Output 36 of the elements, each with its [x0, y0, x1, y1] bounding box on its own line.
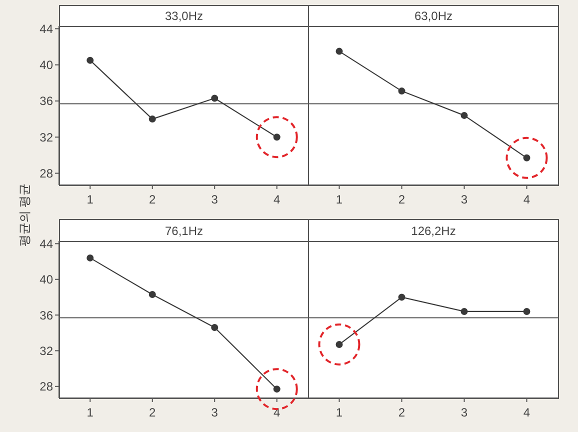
- point: [148, 291, 156, 298]
- x-tick-label: 4: [274, 192, 281, 207]
- x-tick-label: 1: [86, 192, 94, 207]
- point: [86, 56, 94, 64]
- y-tick-label: 44: [40, 22, 54, 36]
- y-tick-label: 32: [40, 344, 54, 358]
- point: [86, 254, 94, 262]
- x-tick-label: 3: [460, 406, 468, 420]
- x-tick-label: 1: [86, 406, 94, 420]
- x-tick-label: 2: [398, 192, 406, 207]
- x-tick-label: 1: [336, 192, 343, 207]
- chart-title: 33,0Hz: [164, 9, 204, 23]
- y-tick-label: 40: [40, 272, 54, 287]
- x-tick-label: 2: [149, 192, 156, 207]
- y-tick-label: 28: [40, 166, 54, 181]
- x-tick-label: 3: [211, 406, 218, 420]
- x-tick-label: 2: [149, 406, 156, 420]
- x-tick-label: 4: [523, 192, 530, 207]
- y-tick-label: 40: [40, 58, 54, 72]
- chart-title: 76,1Hz: [164, 224, 204, 238]
- chart-title: 63,0Hz: [414, 9, 453, 23]
- x-tick-label: 1: [336, 406, 343, 420]
- x-tick-label: 3: [211, 192, 218, 207]
- point: [211, 94, 218, 102]
- y-tick-label: 28: [40, 380, 54, 394]
- point: [211, 324, 218, 332]
- point: [148, 116, 156, 123]
- x-tick-label: 4: [523, 406, 530, 420]
- y-tick-label: 36: [40, 308, 54, 322]
- x-tick-label: 3: [460, 192, 468, 207]
- y-axis-title: 평균의 평균: [16, 183, 32, 247]
- y-tick-label: 44: [40, 236, 54, 251]
- y-tick-label: 36: [40, 94, 54, 108]
- x-tick-label: 2: [398, 406, 406, 420]
- y-tick-label: 32: [40, 130, 54, 144]
- chart-title: 126,2Hz: [411, 224, 456, 238]
